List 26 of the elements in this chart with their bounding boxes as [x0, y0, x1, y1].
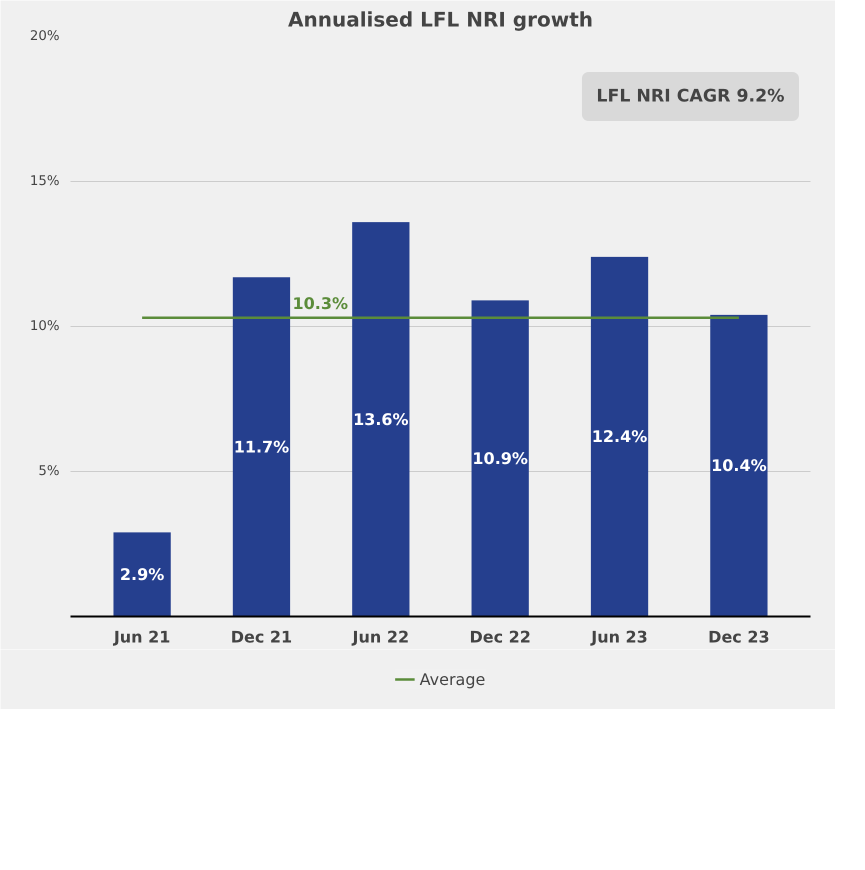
bar [113, 532, 171, 616]
y-tick-label: 15% [30, 174, 60, 189]
x-tick-label: Jun 21 [112, 628, 170, 646]
data-label: 13.6% [353, 410, 409, 429]
data-label: 11.7% [234, 437, 290, 456]
bar [472, 300, 529, 616]
data-label: 10.4% [711, 456, 767, 476]
chart-title: Annualised LFL NRI growth [288, 8, 593, 32]
data-label: 2.9% [120, 564, 164, 584]
x-tick-label: Dec 22 [469, 628, 531, 646]
annotation: 10.3% [292, 294, 348, 313]
annotation: LFL NRI CAGR 9.2% [596, 86, 785, 106]
x-tick-label: Dec 21 [230, 628, 292, 646]
x-tick-label: Jun 22 [352, 628, 410, 646]
bar [590, 256, 648, 616]
bar [232, 277, 290, 616]
x-tick-label: Jun 23 [590, 628, 648, 646]
y-tick-label: 20% [30, 29, 60, 44]
y-tick-label: 5% [38, 464, 60, 479]
y-tick-label: 10% [30, 319, 60, 334]
data-label: 10.9% [472, 448, 528, 468]
bar [352, 222, 410, 616]
bar [710, 314, 768, 616]
data-label: 12.4% [592, 427, 648, 446]
x-tick-label: Dec 23 [708, 628, 770, 646]
legend-label: Average [420, 670, 486, 688]
